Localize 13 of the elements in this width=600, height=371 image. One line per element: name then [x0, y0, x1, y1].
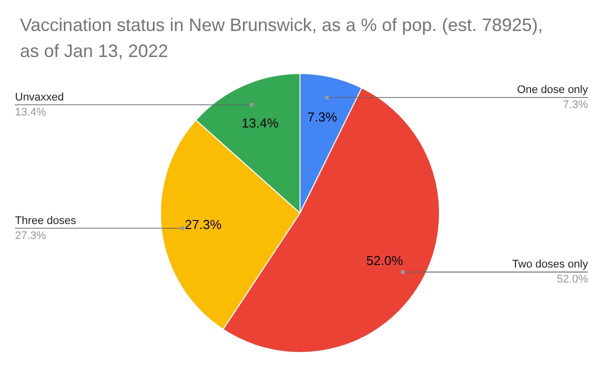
text: 7.3%	[562, 99, 588, 112]
text: 27.3%	[15, 230, 46, 242]
data-label: 27.3%	[184, 217, 222, 232]
slice-label: Three doses	[15, 214, 77, 227]
data-label: 52.0%	[366, 253, 404, 268]
data-label: 7.3%	[307, 109, 338, 124]
data-label: 13.4%	[242, 115, 279, 130]
slice-label: Two doses only	[512, 258, 588, 271]
text: 52.0%	[556, 274, 588, 286]
slice-label: One dose only	[517, 84, 588, 96]
chart-title: Vaccination status in New Brunswick, as a % of pop. (est. 78925), as of Jan 13, 2022	[20, 14, 544, 63]
slice-label: Unvaxxed	[15, 91, 64, 104]
text: 13.4%	[15, 106, 46, 118]
